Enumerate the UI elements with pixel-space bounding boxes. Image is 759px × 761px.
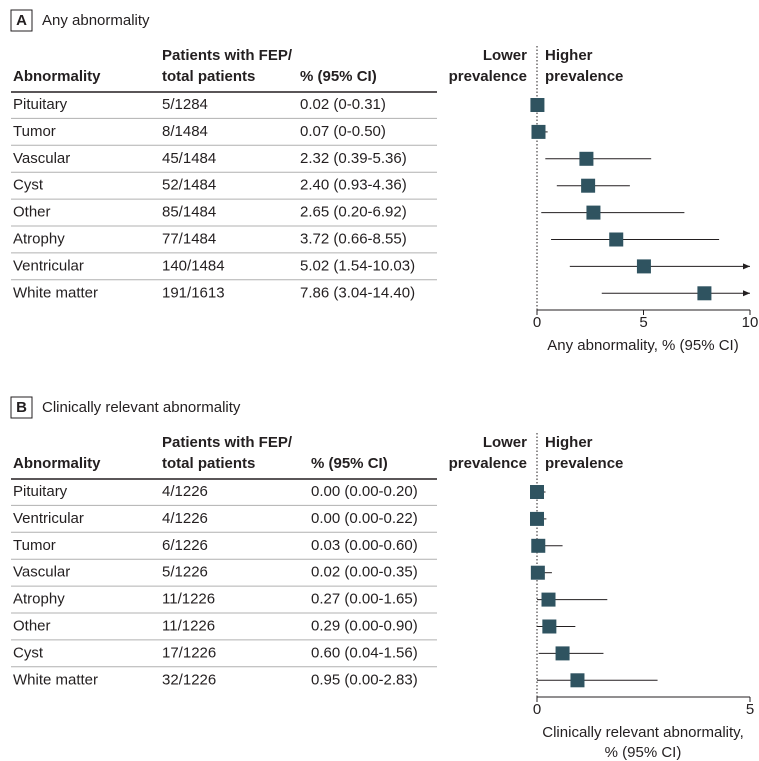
direction-label: Higher: [545, 434, 593, 451]
column-header: Abnormality: [13, 68, 101, 85]
x-axis-label: Any abnormality, % (95% CI): [547, 337, 738, 354]
column-header: Patients with FEP/: [162, 434, 293, 451]
category-label: Pituitary: [13, 96, 68, 113]
panel-label: A: [16, 12, 27, 29]
category-label: Vascular: [13, 150, 70, 167]
patients-count: 52/1484: [162, 177, 216, 194]
column-header: total patients: [162, 68, 255, 85]
direction-label: prevalence: [449, 455, 527, 472]
estimate-marker: [609, 232, 624, 247]
estimate-marker: [530, 485, 544, 499]
value-label: 0.60 (0.04-1.56): [311, 644, 418, 661]
estimate-marker: [586, 205, 601, 220]
x-tick-label: 5: [746, 701, 754, 718]
estimate-marker: [530, 565, 545, 580]
value-label: 0.02 (0-0.31): [300, 96, 386, 113]
column-header: Patients with FEP/: [162, 47, 293, 64]
value-label: 0.95 (0.00-2.83): [311, 671, 418, 688]
patients-count: 5/1284: [162, 96, 208, 113]
patients-count: 11/1226: [162, 617, 215, 634]
estimate-marker: [531, 538, 546, 553]
category-label: Cyst: [13, 644, 44, 661]
value-label: 0.00 (0.00-0.22): [311, 510, 418, 527]
direction-label: Higher: [545, 47, 593, 64]
column-header: Abnormality: [13, 455, 101, 472]
value-label: 0.03 (0.00-0.60): [311, 537, 418, 554]
x-tick-label: 10: [742, 314, 759, 331]
column-header: % (95% CI): [311, 455, 388, 472]
estimate-marker: [541, 592, 556, 607]
estimate-marker: [555, 646, 570, 661]
estimate-marker: [570, 673, 585, 688]
x-axis-label: % (95% CI): [605, 744, 682, 761]
estimate-marker: [530, 98, 545, 112]
patients-count: 191/1613: [162, 284, 225, 301]
estimate-marker: [636, 259, 651, 274]
column-header: total patients: [162, 455, 255, 472]
patients-count: 6/1226: [162, 537, 208, 554]
column-header: % (95% CI): [300, 68, 377, 85]
patients-count: 140/1484: [162, 257, 225, 274]
value-label: 7.86 (3.04-14.40): [300, 284, 415, 301]
patients-count: 5/1226: [162, 564, 208, 581]
patients-count: 77/1484: [162, 230, 216, 247]
patients-count: 4/1226: [162, 510, 208, 527]
panel-label: B: [16, 399, 27, 416]
value-label: 2.65 (0.20-6.92): [300, 204, 407, 221]
estimate-marker: [542, 619, 557, 634]
x-tick-label: 0: [533, 701, 541, 718]
x-tick-label: 5: [639, 314, 647, 331]
value-label: 2.32 (0.39-5.36): [300, 150, 407, 167]
patients-count: 32/1226: [162, 671, 216, 688]
category-label: Vascular: [13, 564, 70, 581]
category-label: Tumor: [13, 537, 56, 554]
value-label: 0.07 (0-0.50): [300, 123, 386, 140]
patients-count: 17/1226: [162, 644, 216, 661]
estimate-marker: [531, 124, 546, 139]
category-label: Ventricular: [13, 510, 84, 527]
estimate-marker: [697, 286, 712, 301]
panel-label-box: [10, 9, 33, 32]
value-label: 3.72 (0.66-8.55): [300, 230, 407, 247]
category-label: Atrophy: [13, 591, 65, 608]
value-label: 0.29 (0.00-0.90): [311, 617, 418, 634]
category-label: Pituitary: [13, 483, 68, 500]
patients-count: 4/1226: [162, 483, 208, 500]
patients-count: 85/1484: [162, 204, 216, 221]
direction-label: Lower: [483, 434, 527, 451]
category-label: Cyst: [13, 177, 44, 194]
x-axis-label: Clinically relevant abnormality,: [542, 724, 743, 741]
category-label: Atrophy: [13, 230, 65, 247]
value-label: 0.00 (0.00-0.20): [311, 483, 418, 500]
estimate-marker: [530, 511, 544, 526]
estimate-marker: [581, 178, 596, 193]
direction-label: Lower: [483, 47, 527, 64]
panel-title: Clinically relevant abnormality: [42, 399, 241, 416]
direction-label: prevalence: [545, 455, 623, 472]
category-label: Tumor: [13, 123, 56, 140]
category-label: Other: [13, 204, 51, 221]
x-tick-label: 0: [533, 314, 541, 331]
value-label: 2.40 (0.93-4.36): [300, 177, 407, 194]
patients-count: 45/1484: [162, 150, 216, 167]
value-label: 0.27 (0.00-1.65): [311, 591, 418, 608]
estimate-marker: [579, 151, 594, 166]
patients-count: 11/1226: [162, 591, 215, 608]
direction-label: prevalence: [449, 68, 527, 85]
category-label: White matter: [13, 671, 98, 688]
value-label: 0.02 (0.00-0.35): [311, 564, 418, 581]
patients-count: 8/1484: [162, 123, 208, 140]
category-label: Ventricular: [13, 257, 84, 274]
panel-title: Any abnormality: [42, 12, 150, 29]
category-label: White matter: [13, 284, 98, 301]
direction-label: prevalence: [545, 68, 623, 85]
value-label: 5.02 (1.54-10.03): [300, 257, 415, 274]
panel-label-box: [10, 396, 33, 419]
category-label: Other: [13, 617, 51, 634]
